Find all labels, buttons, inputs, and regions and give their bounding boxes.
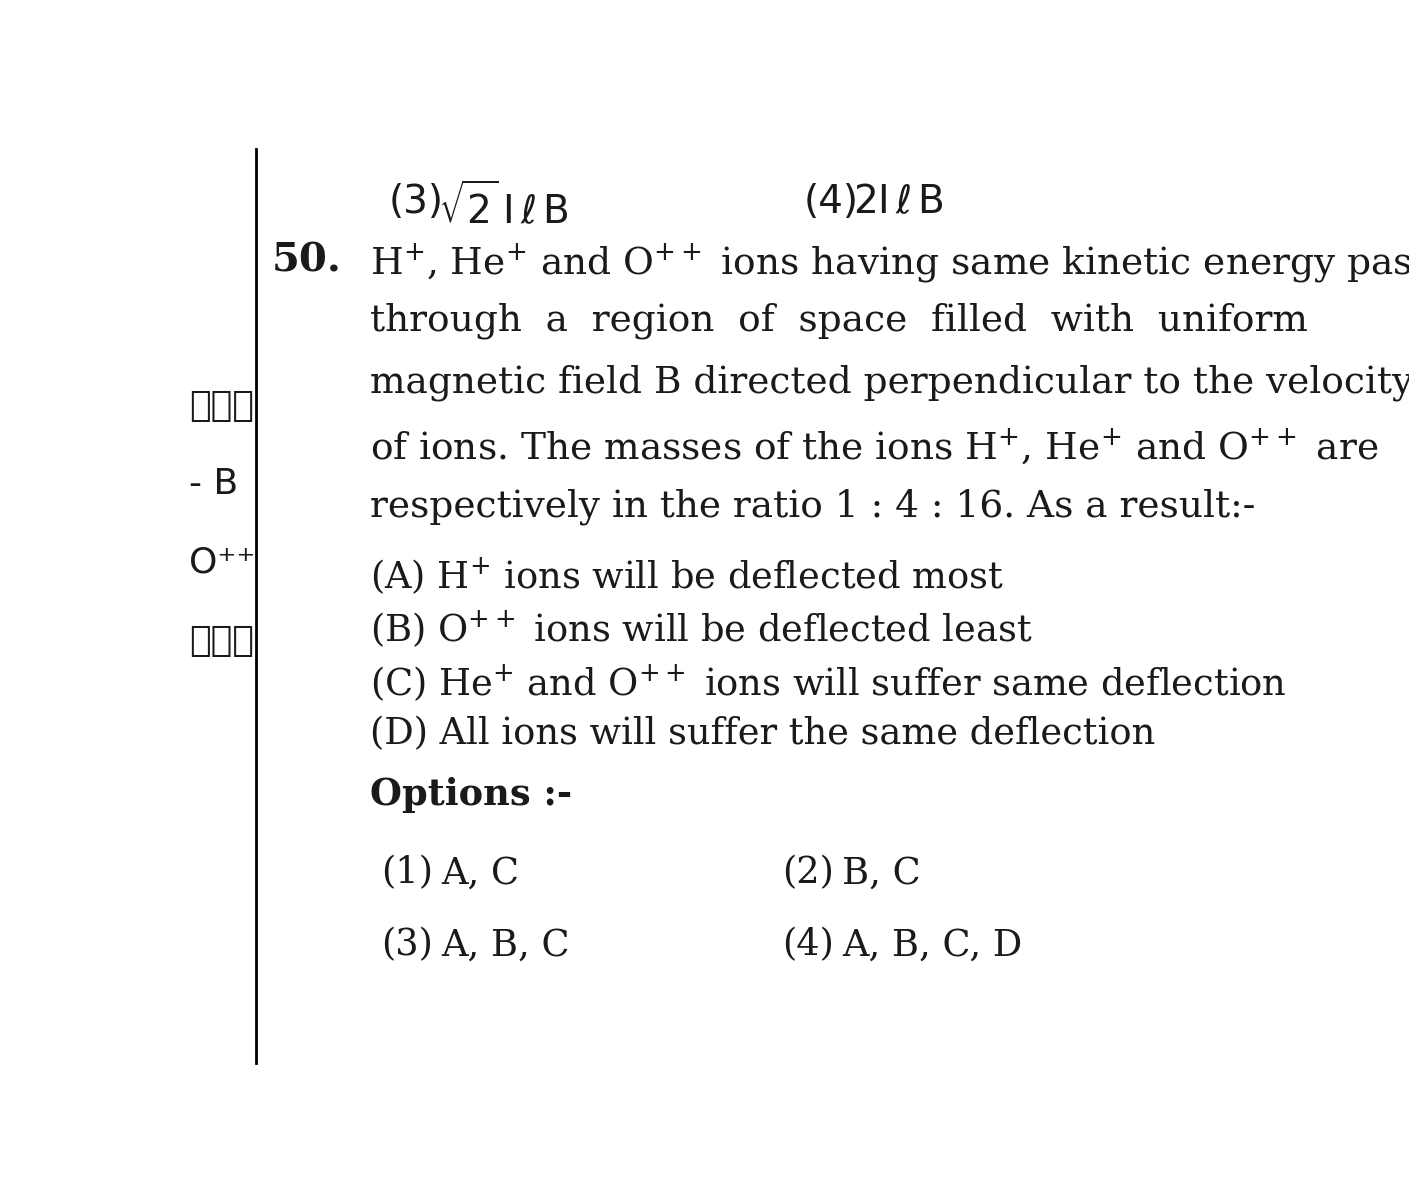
Text: (A) H$^{+}$ ions will be deflected most: (A) H$^{+}$ ions will be deflected most <box>371 556 1005 596</box>
Text: A, B, C: A, B, C <box>441 928 571 964</box>
Text: (B) O$^{++}$ ions will be deflected least: (B) O$^{++}$ ions will be deflected leas… <box>371 608 1033 650</box>
Text: A, C: A, C <box>441 856 520 892</box>
Text: Options :-: Options :- <box>371 776 572 812</box>
Text: B, C: B, C <box>843 856 921 892</box>
Text: (3): (3) <box>382 928 434 964</box>
Text: (1): (1) <box>382 856 434 892</box>
Text: through  a  region  of  space  filled  with  uniform: through a region of space filled with un… <box>371 302 1309 340</box>
Text: O⁺⁺: O⁺⁺ <box>189 546 255 580</box>
Text: (2): (2) <box>782 856 834 892</box>
Text: (4): (4) <box>805 182 859 221</box>
Text: $\sqrt{2}\,\mathrm{I}\,\ell\,\mathrm{B}$: $\sqrt{2}\,\mathrm{I}\,\ell\,\mathrm{B}$ <box>438 182 569 232</box>
Text: of ions. The masses of the ions H$^{+}$, He$^{+}$ and O$^{++}$ are: of ions. The masses of the ions H$^{+}$,… <box>371 427 1379 467</box>
Text: 50.: 50. <box>272 241 342 280</box>
Text: magnetic field B directed perpendicular to the velocity: magnetic field B directed perpendicular … <box>371 365 1409 401</box>
Text: (C) He$^{+}$ and O$^{++}$ ions will suffer same deflection: (C) He$^{+}$ and O$^{++}$ ions will suff… <box>371 662 1286 704</box>
Text: (4): (4) <box>782 928 834 964</box>
Text: ऐसे: ऐसे <box>189 389 254 422</box>
Text: $2\mathrm{I}\,\ell\,\mathrm{B}$: $2\mathrm{I}\,\ell\,\mathrm{B}$ <box>854 182 944 221</box>
Text: (3): (3) <box>389 182 444 221</box>
Text: H$^{+}$, He$^{+}$ and O$^{++}$ ions having same kinetic energy pass: H$^{+}$, He$^{+}$ and O$^{++}$ ions havi… <box>371 241 1409 284</box>
Text: respectively in the ratio 1 : 4 : 16. As a result:-: respectively in the ratio 1 : 4 : 16. As… <box>371 488 1255 526</box>
Text: (D) All ions will suffer the same deflection: (D) All ions will suffer the same deflec… <box>371 716 1155 752</box>
Text: A, B, C, D: A, B, C, D <box>843 928 1023 964</box>
Text: है।: है। <box>189 624 254 659</box>
Text: - B: - B <box>189 467 238 502</box>
